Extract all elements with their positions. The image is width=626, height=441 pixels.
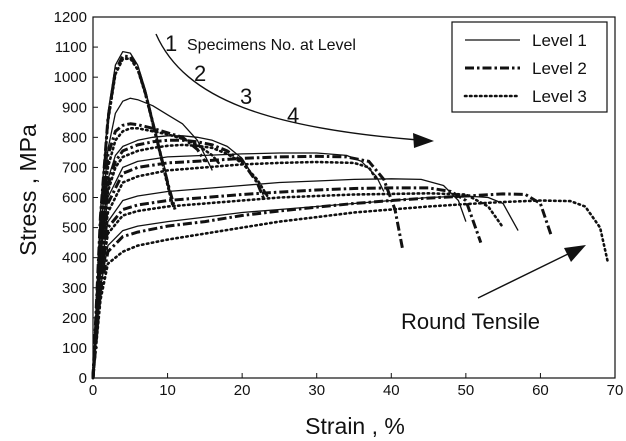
series-level-1-specimen-2 xyxy=(92,97,213,379)
round-tensile-arrow-line xyxy=(477,252,571,299)
specimen-arrow-head xyxy=(413,133,434,148)
legend-label-level-2: Level 2 xyxy=(532,59,587,78)
x-tick-label: 50 xyxy=(458,382,475,399)
series-level-3-specimen-4 xyxy=(91,160,378,380)
y-tick-label: 600 xyxy=(62,190,87,207)
x-axis-title: Strain , % xyxy=(305,413,405,439)
x-tick-label: 30 xyxy=(308,382,325,399)
data-series-group xyxy=(91,50,609,380)
y-tick-label: 100 xyxy=(62,340,87,357)
round-tensile-label: Round Tensile xyxy=(401,309,540,334)
y-tick-label: 700 xyxy=(62,159,87,176)
y-tick-label: 500 xyxy=(62,220,87,237)
specimen-number-4: 4 xyxy=(287,103,299,128)
y-tick-label: 400 xyxy=(62,250,87,267)
round-tensile-arrow-head xyxy=(564,245,586,262)
x-tick-label: 40 xyxy=(383,382,400,399)
legend-label-level-1: Level 1 xyxy=(532,31,587,50)
y-tick-label: 1200 xyxy=(54,9,87,26)
specimen-annotation: 1 Specimens No. at Level 2 3 4 xyxy=(155,31,434,148)
series-level-3-specimen-5 xyxy=(91,192,505,380)
x-tick-label: 70 xyxy=(607,382,624,399)
series-level-3-specimen-3 xyxy=(91,143,270,380)
x-tick-label: 20 xyxy=(234,382,251,399)
series-level-1-specimen-6 xyxy=(92,195,519,379)
legend-label-level-3: Level 3 xyxy=(532,87,587,106)
x-tick-label: 10 xyxy=(159,382,176,399)
y-tick-label: 1000 xyxy=(54,69,87,86)
series-level-2-specimen-3 xyxy=(91,138,266,379)
legend: Level 1 Level 2 Level 3 xyxy=(451,21,608,113)
series-level-2-specimen-5 xyxy=(91,186,483,379)
series-level-2-specimen-4 xyxy=(91,154,404,379)
round-tensile-annotation: Round Tensile xyxy=(401,245,586,334)
y-tick-label: 900 xyxy=(62,99,87,116)
y-tick-label: 200 xyxy=(62,310,87,327)
x-tick-label: 60 xyxy=(532,382,549,399)
y-tick-label: 0 xyxy=(79,370,87,387)
y-tick-label: 800 xyxy=(62,129,87,146)
specimen-number-3: 3 xyxy=(240,84,252,109)
series-level-2-specimen-6 xyxy=(91,192,554,379)
series-level-3-specimen-2 xyxy=(91,127,222,380)
specimens-label: Specimens No. at Level xyxy=(187,37,356,54)
specimen-number-1: 1 xyxy=(165,31,177,56)
axes: 0 10 20 30 40 50 60 700100200300400500600700800… xyxy=(54,9,624,399)
series-level-1-specimen-5 xyxy=(92,178,467,379)
y-tick-label: 300 xyxy=(62,280,87,297)
y-tick-label: 1100 xyxy=(55,39,87,56)
series-level-3-specimen-1 xyxy=(91,57,175,380)
specimen-number-2: 2 xyxy=(194,61,206,86)
y-axis-title: Stress , MPa xyxy=(15,124,41,256)
series-level-1-specimen-4 xyxy=(92,152,385,379)
x-tick-label: 0 xyxy=(89,382,97,399)
series-level-3-specimen-6 xyxy=(91,199,609,380)
specimen-arrow-curve xyxy=(155,33,419,141)
